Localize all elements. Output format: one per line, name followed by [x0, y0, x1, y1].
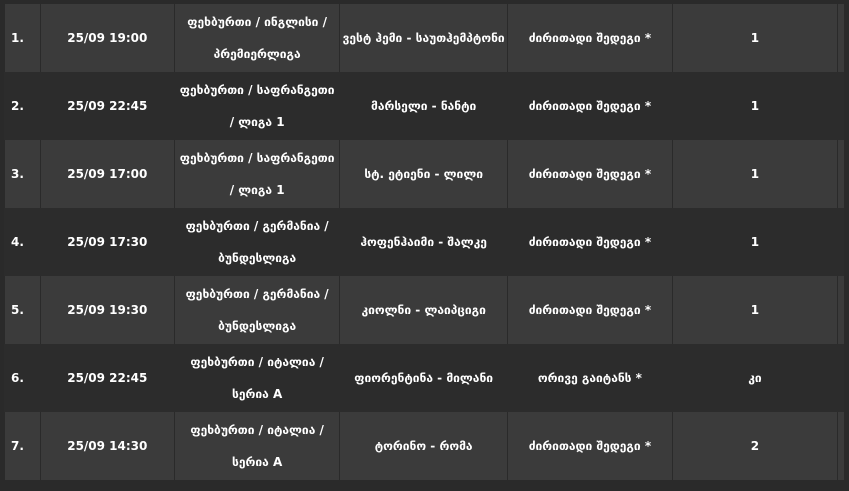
row-number: 3.	[4, 140, 41, 208]
league: ფეხბურთი / გერმანია / ბუნდესლიგა	[173, 276, 340, 344]
match-date: 25/09 14:30	[39, 412, 175, 480]
match-date: 25/09 19:30	[39, 276, 175, 344]
bet-market: ძირითადი შედეგი *	[506, 4, 673, 72]
league: ფეხბურთი / იტალია / სერია A	[173, 412, 340, 480]
bet-market: ძირითადი შედეგი *	[506, 140, 673, 208]
row-number: 7.	[4, 412, 41, 480]
bet-pick: 1	[671, 208, 838, 276]
table-row: 2. 25/09 22:45 ფეხბურთი / საფრანგეთი / ლიგ…	[4, 72, 844, 140]
league: ფეხბურთი / საფრანგეთი / ლიგა 1	[173, 140, 340, 208]
match-name: ფიორენტინა - მილანი	[339, 344, 508, 412]
match-name: ჰოფენჰაიმი - შალკე	[339, 208, 508, 276]
row-extra-cell	[837, 276, 844, 344]
row-number: 5.	[4, 276, 41, 344]
table-row: 3. 25/09 17:00 ფეხბურთი / საფრანგეთი / ლიგ…	[4, 140, 844, 208]
match-name: ვესტ ჰემი - საუთჰემპტონი	[339, 4, 508, 72]
match-name: კიოლნი - ლაიპციგი	[339, 276, 508, 344]
match-date: 25/09 17:30	[39, 208, 175, 276]
match-date: 25/09 19:00	[39, 4, 175, 72]
league: ფეხბურთი / იტალია / სერია A	[173, 344, 340, 412]
bet-pick: 1	[671, 140, 838, 208]
row-extra-cell	[837, 140, 844, 208]
row-extra-cell	[837, 208, 844, 276]
match-name: სტ. ეტიენი - ლილი	[339, 140, 508, 208]
row-extra-cell	[837, 344, 844, 412]
row-number: 6.	[4, 344, 41, 412]
table-row: 7. 25/09 14:30 ფეხბურთი / იტალია / სერია A…	[4, 412, 844, 480]
match-name: ტორინო - რომა	[339, 412, 508, 480]
row-number: 2.	[4, 72, 41, 140]
row-number: 1.	[4, 4, 41, 72]
row-number: 4.	[4, 208, 41, 276]
row-extra-cell	[837, 412, 844, 480]
table-row: 4. 25/09 17:30 ფეხბურთი / გერმანია / ბუნდე…	[4, 208, 844, 276]
match-date: 25/09 17:00	[39, 140, 175, 208]
match-name: მარსელი - ნანტი	[339, 72, 508, 140]
league: ფეხბურთი / საფრანგეთი / ლიგა 1	[173, 72, 340, 140]
row-extra-cell	[837, 72, 844, 140]
match-date: 25/09 22:45	[39, 72, 175, 140]
match-date: 25/09 22:45	[39, 344, 175, 412]
bet-market: ძირითადი შედეგი *	[506, 412, 673, 480]
bet-market: ძირითადი შედეგი *	[506, 276, 673, 344]
bet-pick: 1	[671, 72, 838, 140]
bet-pick: კი	[671, 344, 838, 412]
table-row: 5. 25/09 19:30 ფეხბურთი / გერმანია / ბუნდე…	[4, 276, 844, 344]
league: ფეხბურთი / გერმანია / ბუნდესლიგა	[173, 208, 340, 276]
bet-market: ორივე გაიტანს *	[506, 344, 673, 412]
bet-pick: 2	[671, 412, 838, 480]
bets-table: 1. 25/09 19:00 ფეხბურთი / ინგლისი / პრემიე…	[4, 4, 844, 480]
table-row: 6. 25/09 22:45 ფეხბურთი / იტალია / სერია A…	[4, 344, 844, 412]
bet-market: ძირითადი შედეგი *	[506, 72, 673, 140]
table-row: 1. 25/09 19:00 ფეხბურთი / ინგლისი / პრემიე…	[4, 4, 844, 72]
row-extra-cell	[837, 4, 844, 72]
bet-pick: 1	[671, 276, 838, 344]
bet-market: ძირითადი შედეგი *	[506, 208, 673, 276]
bet-pick: 1	[671, 4, 838, 72]
league: ფეხბურთი / ინგლისი / პრემიერლიგა	[173, 4, 340, 72]
